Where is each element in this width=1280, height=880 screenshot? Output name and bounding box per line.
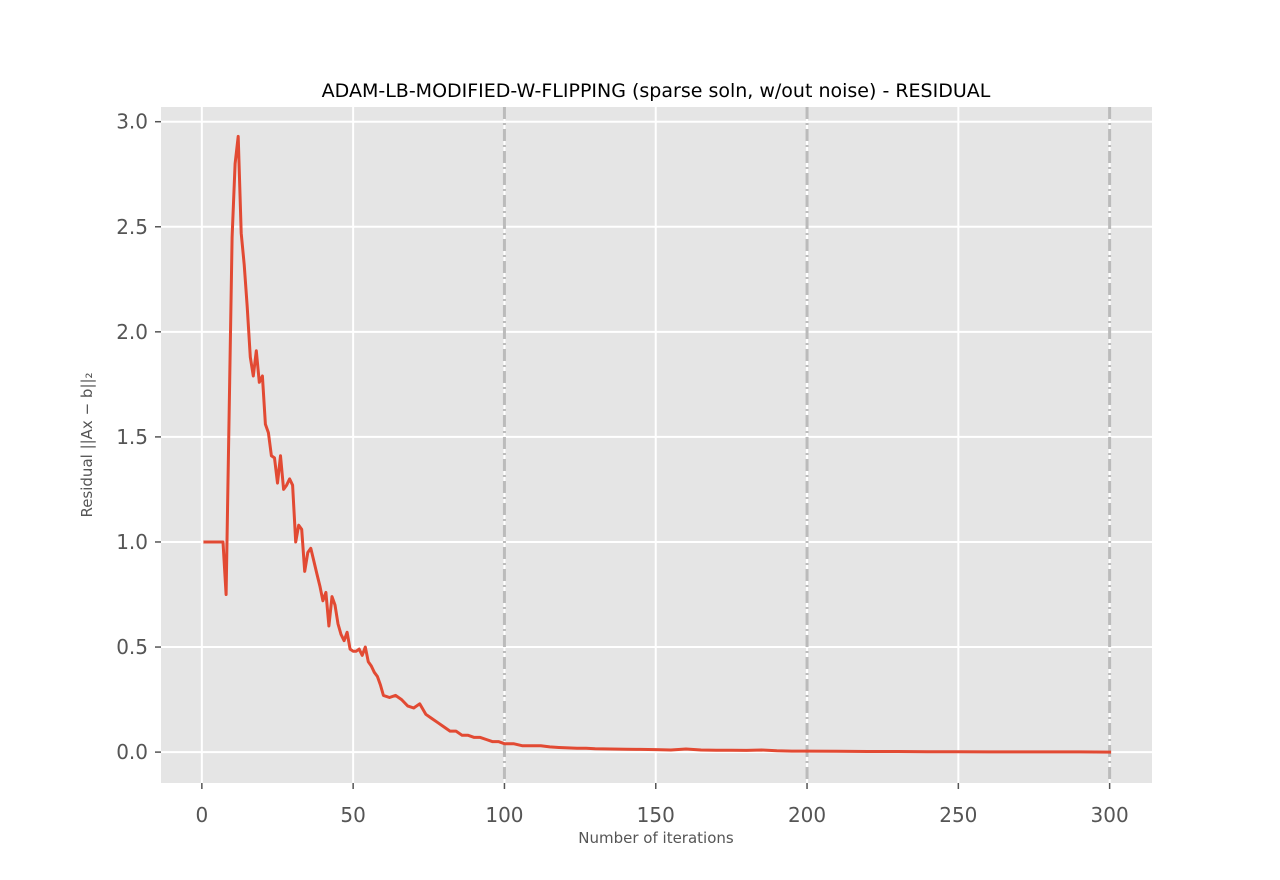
x-tick-label-1: 50 xyxy=(340,803,365,827)
y-tick-label-1: 0.5 xyxy=(116,635,148,659)
x-tick-label-0: 0 xyxy=(195,803,208,827)
x-axis: 0 50 100 150 200 250 300 xyxy=(195,783,1129,827)
y-tick-label-3: 1.5 xyxy=(116,425,148,449)
chart-title: ADAM-LB-MODIFIED-W-FLIPPING (sparse soln… xyxy=(322,80,991,102)
reference-lines xyxy=(502,107,1112,783)
series-group xyxy=(203,134,1112,754)
y-axis-label: Residual ||Ax − b||₂ xyxy=(78,372,96,517)
y-tick-label-2: 1.0 xyxy=(116,530,148,554)
y-tick-label-0: 0.0 xyxy=(116,740,148,764)
x-axis-label: Number of iterations xyxy=(578,829,734,847)
residual-line xyxy=(203,134,1112,754)
y-tick-label-6: 3.0 xyxy=(116,110,148,134)
x-tick-label-3: 150 xyxy=(637,803,675,827)
x-tick-label-4: 200 xyxy=(788,803,826,827)
y-tick-label-4: 2.0 xyxy=(116,320,148,344)
x-tick-label-2: 100 xyxy=(485,803,523,827)
y-axis: 0.0 0.5 1.0 1.5 2.0 2.5 3.0 xyxy=(116,110,161,764)
x-tick-label-6: 300 xyxy=(1091,803,1129,827)
x-tick-label-5: 250 xyxy=(939,803,977,827)
y-tick-label-5: 2.5 xyxy=(116,215,148,239)
